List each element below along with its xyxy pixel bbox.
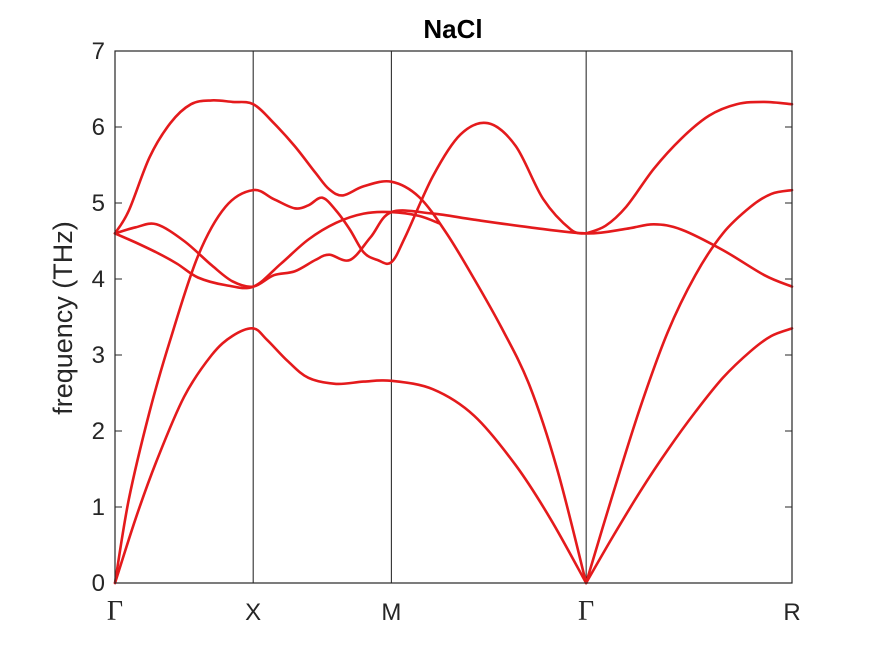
band-line-0 [113,327,588,585]
x-tick-label: Γ [107,596,123,627]
x-tick-label: M [381,599,401,626]
chart-title: NaCl [423,14,482,44]
y-tick-label: 1 [92,494,105,521]
axes-box [114,50,793,584]
y-tick-label: 2 [92,418,105,445]
symmetry-lines [252,51,587,583]
band-line-7 [584,327,794,585]
y-axis-label: frequency (THz) [48,221,78,415]
y-tick-label: 6 [92,114,105,141]
band-line-4 [113,99,588,585]
y-tick-label: 0 [92,570,105,597]
y-tick-label: 4 [92,266,105,293]
band-line-5 [584,100,794,235]
y-tick-label: 5 [92,190,105,217]
x-tick-label: Γ [578,596,594,627]
x-tick-label: X [245,599,261,626]
y-axis-ticks: 0 1 2 3 4 5 6 7 [92,38,792,597]
x-tick-label: R [783,599,800,626]
band-line-2 [113,209,794,289]
band-line-1 [113,121,588,585]
band-line-3 [113,210,441,290]
phonon-bands [113,99,794,585]
y-tick-label: 7 [92,38,105,65]
band-line-6 [584,188,794,585]
y-tick-label: 3 [92,342,105,369]
